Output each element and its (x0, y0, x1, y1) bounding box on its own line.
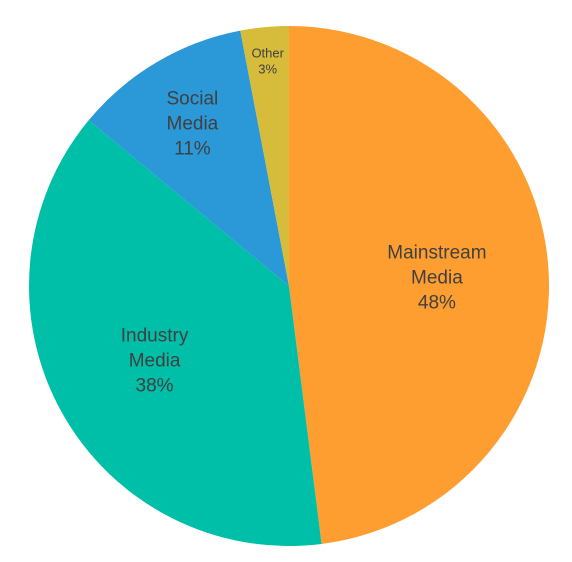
slice-name-label: Industry (121, 326, 189, 347)
slice-value-label: 3% (258, 61, 277, 76)
slice-label-mainstream-media: Mainstream Media 48% (387, 242, 486, 313)
pie-slices (29, 26, 550, 547)
slice-name-label: Other (251, 45, 284, 60)
slice-label-other: Other 3% (251, 45, 284, 76)
pie-slice-social-media (88, 30, 289, 286)
slice-name-label: Media (411, 267, 463, 288)
slice-labels: Mainstream Media 48% Industry Media 38% Social… (121, 45, 487, 396)
slice-name-label: Mainstream (387, 242, 486, 263)
slice-value-label: 48% (418, 292, 456, 313)
pie-slice-industry-media (29, 120, 322, 547)
slice-name-label: Media (129, 351, 181, 372)
pie-slice-mainstream-media (289, 26, 550, 544)
slice-name-label: Media (167, 113, 219, 134)
slice-label-industry-media: Industry Media 38% (121, 326, 189, 397)
slice-value-label: 11% (174, 138, 211, 159)
slice-value-label: 38% (136, 376, 174, 397)
pie-slice-other (240, 26, 289, 286)
slice-label-social-media: Social Media 11% (167, 88, 219, 159)
slice-name-label: Social (167, 88, 219, 109)
